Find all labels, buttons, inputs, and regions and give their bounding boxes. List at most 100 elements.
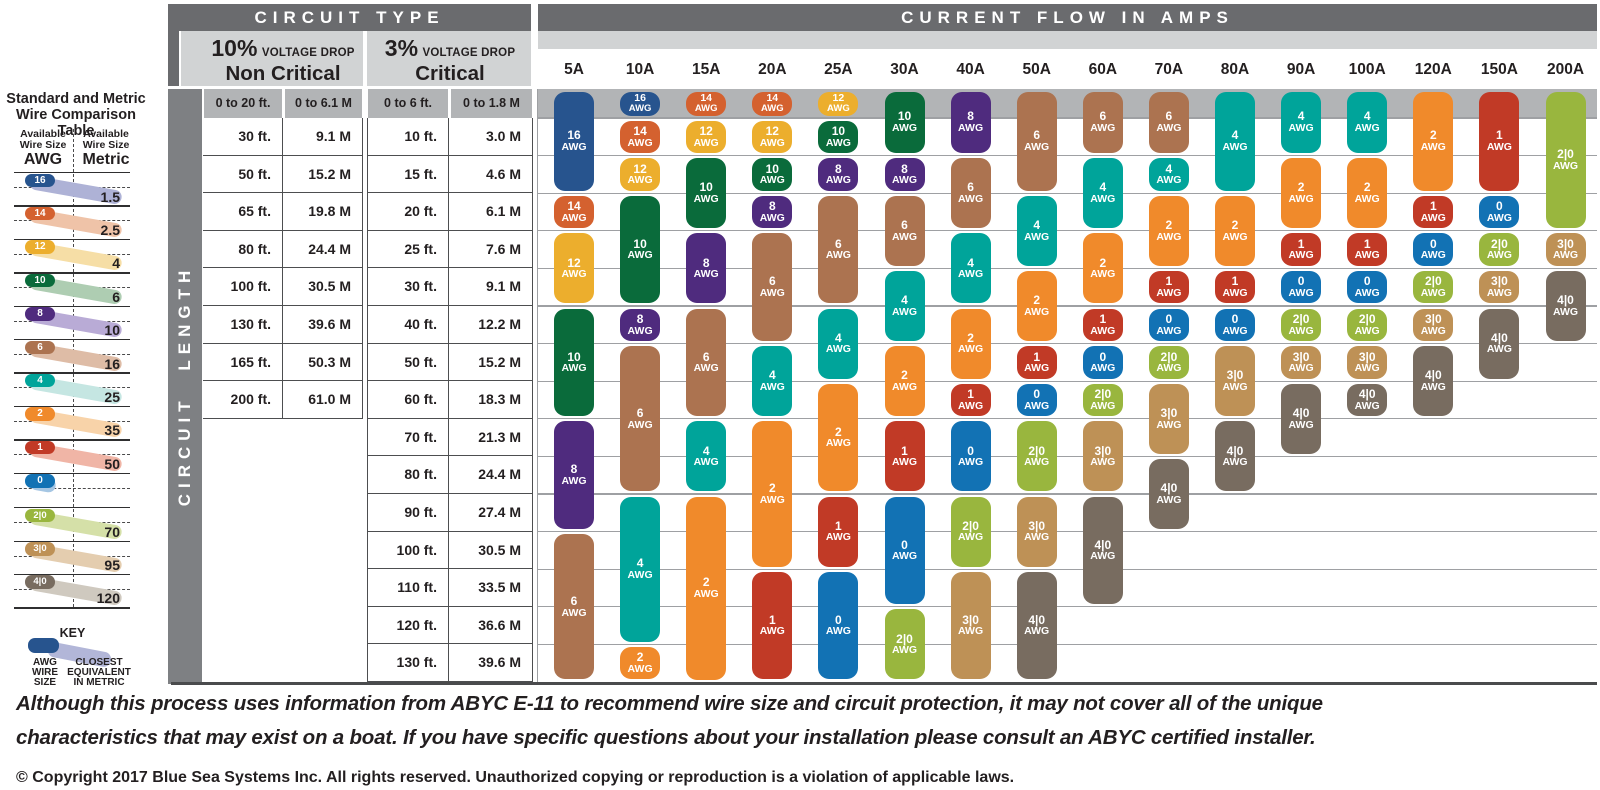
pill-gauge-value: 4 bbox=[636, 556, 644, 571]
disclaimer-line2: characteristics that may exist on a boat… bbox=[16, 726, 1316, 749]
wire-pill-10A-4: 4 AWG bbox=[620, 496, 661, 642]
wire-pill-10A-16: 16 AWG bbox=[620, 91, 661, 116]
wire-pill-50A-2: 2 AWG bbox=[1016, 270, 1057, 342]
pill-awg-unit: AWG bbox=[958, 531, 984, 544]
amp-column-header: 150A bbox=[1480, 61, 1518, 78]
awg-chip: 14 bbox=[25, 206, 55, 221]
wire-pill-100A-200: 2|0 AWG bbox=[1347, 308, 1388, 342]
pill-awg-unit: AWG bbox=[1420, 286, 1446, 299]
pill-awg-unit: AWG bbox=[627, 249, 653, 262]
pill-awg-unit: AWG bbox=[891, 122, 918, 135]
comparison-row-line bbox=[14, 205, 130, 207]
metric-value: 4 bbox=[112, 255, 120, 272]
wire-pill-70A-0: 0 AWG bbox=[1148, 308, 1189, 342]
pill-awg-unit: AWG bbox=[760, 103, 784, 115]
pill-awg-unit: AWG bbox=[825, 437, 851, 450]
pill-awg-unit: AWG bbox=[759, 211, 785, 224]
pill-gauge-value: 0 bbox=[967, 443, 974, 458]
pill-awg-unit: AWG bbox=[1288, 122, 1314, 135]
length-cell-3pct-m: 39.6 M bbox=[449, 644, 533, 682]
comparison-title-line1: Standard and Metric bbox=[6, 91, 146, 107]
pill-awg-unit: AWG bbox=[1090, 399, 1116, 412]
pill-awg-unit: AWG bbox=[1354, 192, 1380, 205]
pill-gauge-value: 0 bbox=[1363, 274, 1371, 289]
awg-chip: 1 bbox=[25, 440, 55, 455]
pill-gauge-value: 14 bbox=[567, 199, 581, 214]
metric-value: 16 bbox=[104, 355, 120, 372]
wire-pill-60A-0: 0 AWG bbox=[1082, 346, 1123, 379]
grid-line bbox=[537, 305, 1597, 307]
metric-value: 35 bbox=[104, 422, 120, 439]
length-cell-10pct-ft: 50 ft. bbox=[203, 155, 283, 194]
awg-chip: 12 bbox=[25, 240, 55, 254]
comparison-title-line2: Wire Comparison Table bbox=[16, 107, 136, 139]
voltage-header-box bbox=[181, 31, 531, 86]
pill-gauge-value: 2 bbox=[1363, 180, 1371, 195]
wire-pill-15A-10: 10 AWG bbox=[686, 158, 727, 229]
comparison-row-line bbox=[14, 305, 130, 307]
wire-pill-100A-0: 0 AWG bbox=[1347, 270, 1388, 304]
pill-gauge-value: 3|0 bbox=[1094, 443, 1112, 458]
pill-awg-unit: AWG bbox=[1420, 211, 1446, 224]
wire-pill-30A-200: 2|0 AWG bbox=[884, 609, 925, 680]
pill-gauge-value: 2|0 bbox=[1292, 311, 1310, 326]
pill-gauge-value: 6 bbox=[570, 593, 578, 608]
wire-pill-70A-6: 6 AWG bbox=[1148, 91, 1189, 154]
wire-pill-30A-10: 10 AWG bbox=[884, 91, 925, 154]
length-cell-10pct-ft: 100 ft. bbox=[203, 268, 283, 306]
pill-awg-unit: AWG bbox=[1288, 418, 1314, 431]
pill-gauge-value: 14 bbox=[700, 92, 713, 104]
critical-label: Critical bbox=[415, 61, 485, 85]
pill-awg-unit: AWG bbox=[1222, 456, 1248, 469]
pill-gauge-value: 3|0 bbox=[1226, 368, 1244, 383]
wire-pill-20A-10: 10 AWG bbox=[752, 158, 793, 191]
pill-gauge-value: 12 bbox=[832, 92, 845, 104]
non-critical-header: 10% VOLTAGE DROP Non Critical bbox=[203, 36, 363, 84]
pill-gauge-value: 12 bbox=[765, 123, 779, 138]
pill-gauge-value: 3|0 bbox=[1160, 405, 1178, 420]
pill-awg-unit: AWG bbox=[1354, 324, 1380, 337]
metric-value: 70 bbox=[104, 523, 120, 540]
pill-gauge-value: 10 bbox=[699, 180, 713, 195]
pct10-label: 10% bbox=[211, 35, 258, 61]
pill-awg-unit: AWG bbox=[1222, 324, 1248, 337]
pill-gauge-value: 6 bbox=[1165, 109, 1173, 124]
amp-column-header: 15A bbox=[691, 61, 721, 78]
wire-pill-40A-300: 3|0 AWG bbox=[950, 571, 991, 680]
grid-line bbox=[537, 380, 1597, 382]
length-cell-10pct-ft: 30 ft. bbox=[203, 118, 283, 156]
pill-awg-unit: AWG bbox=[693, 456, 719, 469]
pill-gauge-value: 1 bbox=[768, 612, 776, 627]
pill-gauge-value: 6 bbox=[835, 236, 842, 251]
wire-pill-10A-10: 10 AWG bbox=[620, 195, 661, 304]
pill-awg-unit: AWG bbox=[1024, 399, 1050, 412]
pill-awg-unit: AWG bbox=[627, 662, 653, 675]
pill-gauge-value: 1 bbox=[1496, 128, 1503, 143]
pill-gauge-value: 2 bbox=[1297, 180, 1305, 195]
pill-awg-unit: AWG bbox=[1024, 140, 1050, 153]
pill-awg-unit: AWG bbox=[1156, 418, 1182, 431]
wire-pill-5A-16: 16 AWG bbox=[554, 91, 594, 191]
pill-awg-unit: AWG bbox=[1156, 122, 1182, 135]
comparison-row-line bbox=[14, 573, 130, 576]
wire-pill-60A-1: 1 AWG bbox=[1082, 308, 1123, 342]
length-cell-3pct-m: 21.3 M bbox=[449, 418, 533, 457]
voltage-drop-label: VOLTAGE DROP bbox=[422, 47, 516, 59]
length-cell-3pct-ft: 40 ft. bbox=[367, 306, 449, 344]
awg-chip: 6 bbox=[25, 340, 55, 354]
length-cell-3pct-m: 12.2 M bbox=[449, 306, 533, 344]
wire-pill-100A-300: 3|0 AWG bbox=[1347, 346, 1388, 379]
wire-pill-40A-200: 2|0 AWG bbox=[950, 496, 991, 567]
amp-column-header: 50A bbox=[1022, 61, 1051, 78]
pill-gauge-value: 8 bbox=[901, 161, 908, 176]
pill-gauge-value: 4|0 bbox=[1028, 612, 1046, 627]
pill-awg-unit: AWG bbox=[891, 550, 918, 563]
metric-value: 2.5 bbox=[100, 221, 120, 238]
wire-pill-150A-200: 2|0 AWG bbox=[1479, 233, 1520, 266]
pill-awg-unit: AWG bbox=[1552, 305, 1579, 318]
wire-pill-50A-200: 2|0 AWG bbox=[1016, 421, 1057, 492]
pill-gauge-value: 0 bbox=[1165, 311, 1173, 326]
wire-pill-200A-400: 4|0 AWG bbox=[1545, 270, 1586, 342]
pill-gauge-value: 2 bbox=[1099, 255, 1107, 270]
length-cell-3pct-m: 24.4 M bbox=[449, 456, 533, 494]
